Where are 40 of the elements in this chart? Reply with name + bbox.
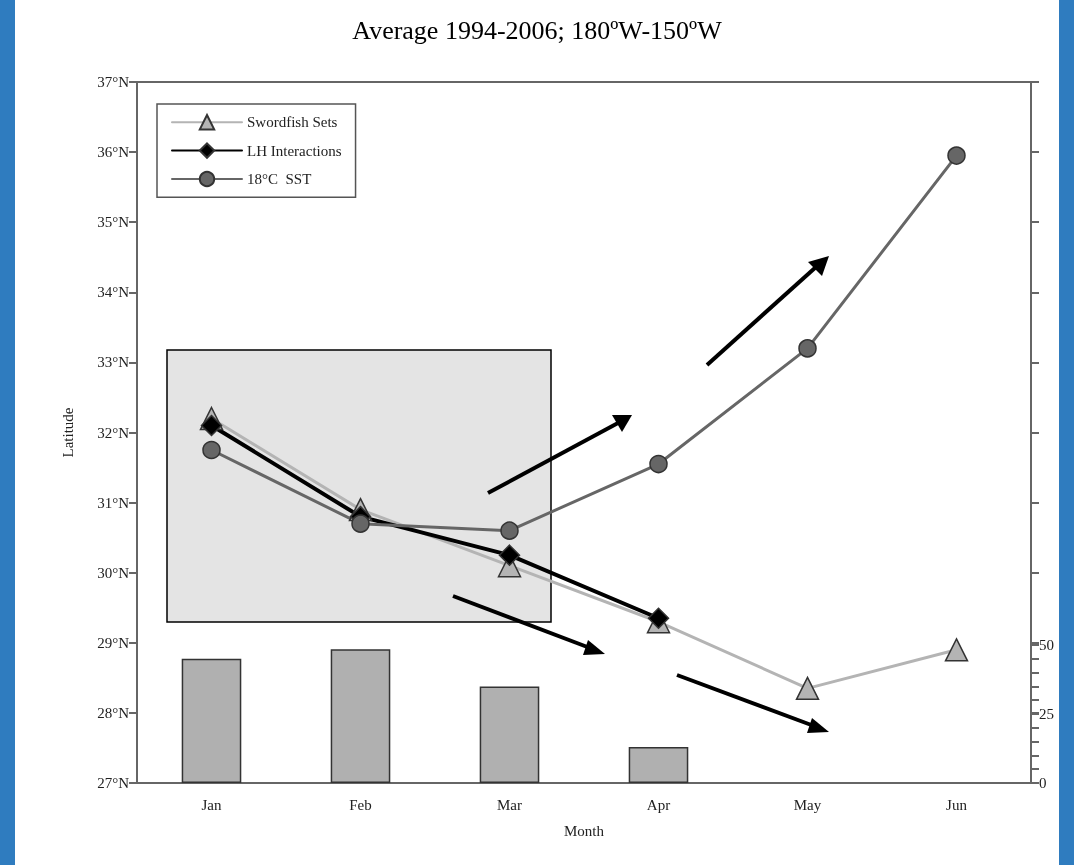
y2-tick-label: 0: [1039, 775, 1047, 791]
bar: [479, 686, 540, 783]
y-tick-label: 30°N: [97, 564, 130, 581]
chart-title: Average 1994-2006; 180ºW-150ºW: [352, 15, 723, 45]
point: [351, 514, 370, 533]
point: [500, 521, 519, 540]
point: [798, 339, 817, 358]
y-tick-label: 33°N: [97, 354, 130, 371]
bar: [330, 649, 391, 783]
x-tick-label: Apr: [646, 796, 671, 813]
point: [649, 454, 668, 474]
point: [202, 440, 221, 460]
y-axis-title: Latitude: [59, 407, 76, 458]
bar: [181, 658, 242, 783]
y2-tick-label: 50: [1039, 637, 1054, 654]
bar: [628, 747, 689, 783]
x-tick-label: Mar: [497, 796, 522, 813]
point: [200, 414, 223, 437]
y2-tick-label: 25: [1039, 706, 1054, 722]
y-tick-label: 32°N: [97, 424, 130, 441]
y-tick-label: 29°N: [97, 634, 130, 651]
legend-label: LH Interactions: [247, 142, 342, 159]
y-tick-label: 28°N: [97, 704, 130, 721]
y-tick-label: 27°N: [97, 775, 130, 791]
x-axis-title: Month: [563, 822, 605, 839]
y-tick-label: 37°N: [97, 74, 130, 90]
y-tick-label: 35°N: [97, 214, 130, 231]
y-tick-label: 36°N: [97, 144, 130, 161]
point: [795, 676, 820, 701]
x-tick-label: Feb: [349, 796, 372, 813]
x-tick-label: Jan: [201, 796, 222, 813]
legend-label: 18°C SST: [247, 171, 312, 187]
y-tick-label: 31°N: [97, 494, 130, 511]
point: [498, 544, 521, 566]
x-tick-label: May: [793, 796, 822, 813]
y-tick-label: 34°N: [97, 284, 130, 301]
x-tick-label: Jun: [946, 796, 968, 813]
legend-label: Swordfish Sets: [247, 114, 338, 131]
point: [947, 146, 966, 165]
point: [944, 638, 969, 662]
